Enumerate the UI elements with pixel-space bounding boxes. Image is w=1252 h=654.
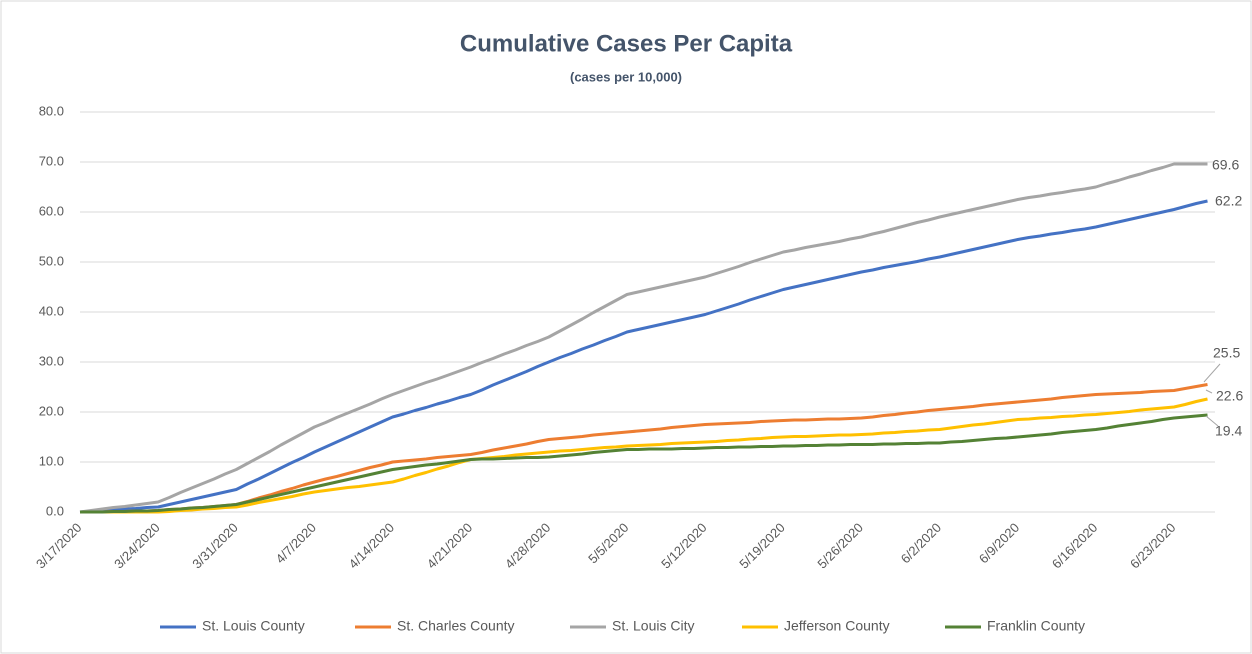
y-tick-label: 30.0	[39, 353, 64, 368]
y-tick-label: 80.0	[39, 103, 64, 118]
legend-label: Jefferson County	[784, 618, 890, 634]
end-label: 22.6	[1216, 388, 1243, 404]
legend-label: Franklin County	[987, 618, 1085, 634]
y-tick-label: 10.0	[39, 453, 64, 468]
end-label: 69.6	[1212, 157, 1239, 173]
series-line	[79, 162, 1208, 514]
chart-title: Cumulative Cases Per Capita	[460, 30, 793, 57]
legend-label: St. Charles County	[397, 618, 515, 634]
series-line	[80, 413, 1208, 514]
legend-label: St. Louis City	[612, 618, 694, 634]
y-tick-label: 50.0	[39, 253, 64, 268]
y-tick-label: 40.0	[39, 303, 64, 318]
series-line	[80, 383, 1208, 514]
end-label: 19.4	[1215, 423, 1242, 439]
legend-label: St. Louis County	[202, 618, 305, 634]
series-line	[80, 397, 1208, 514]
chart-subtitle: (cases per 10,000)	[570, 69, 682, 84]
y-tick-label: 60.0	[39, 203, 64, 218]
leader-line	[1205, 415, 1219, 427]
y-tick-label: 0.0	[46, 503, 64, 518]
y-tick-label: 20.0	[39, 403, 64, 418]
series-line	[79, 199, 1208, 514]
end-label: 25.5	[1213, 345, 1240, 361]
leader-line	[1203, 363, 1221, 383]
leader-line	[1205, 389, 1213, 394]
end-label: 62.2	[1215, 193, 1242, 209]
y-tick-label: 70.0	[39, 153, 64, 168]
